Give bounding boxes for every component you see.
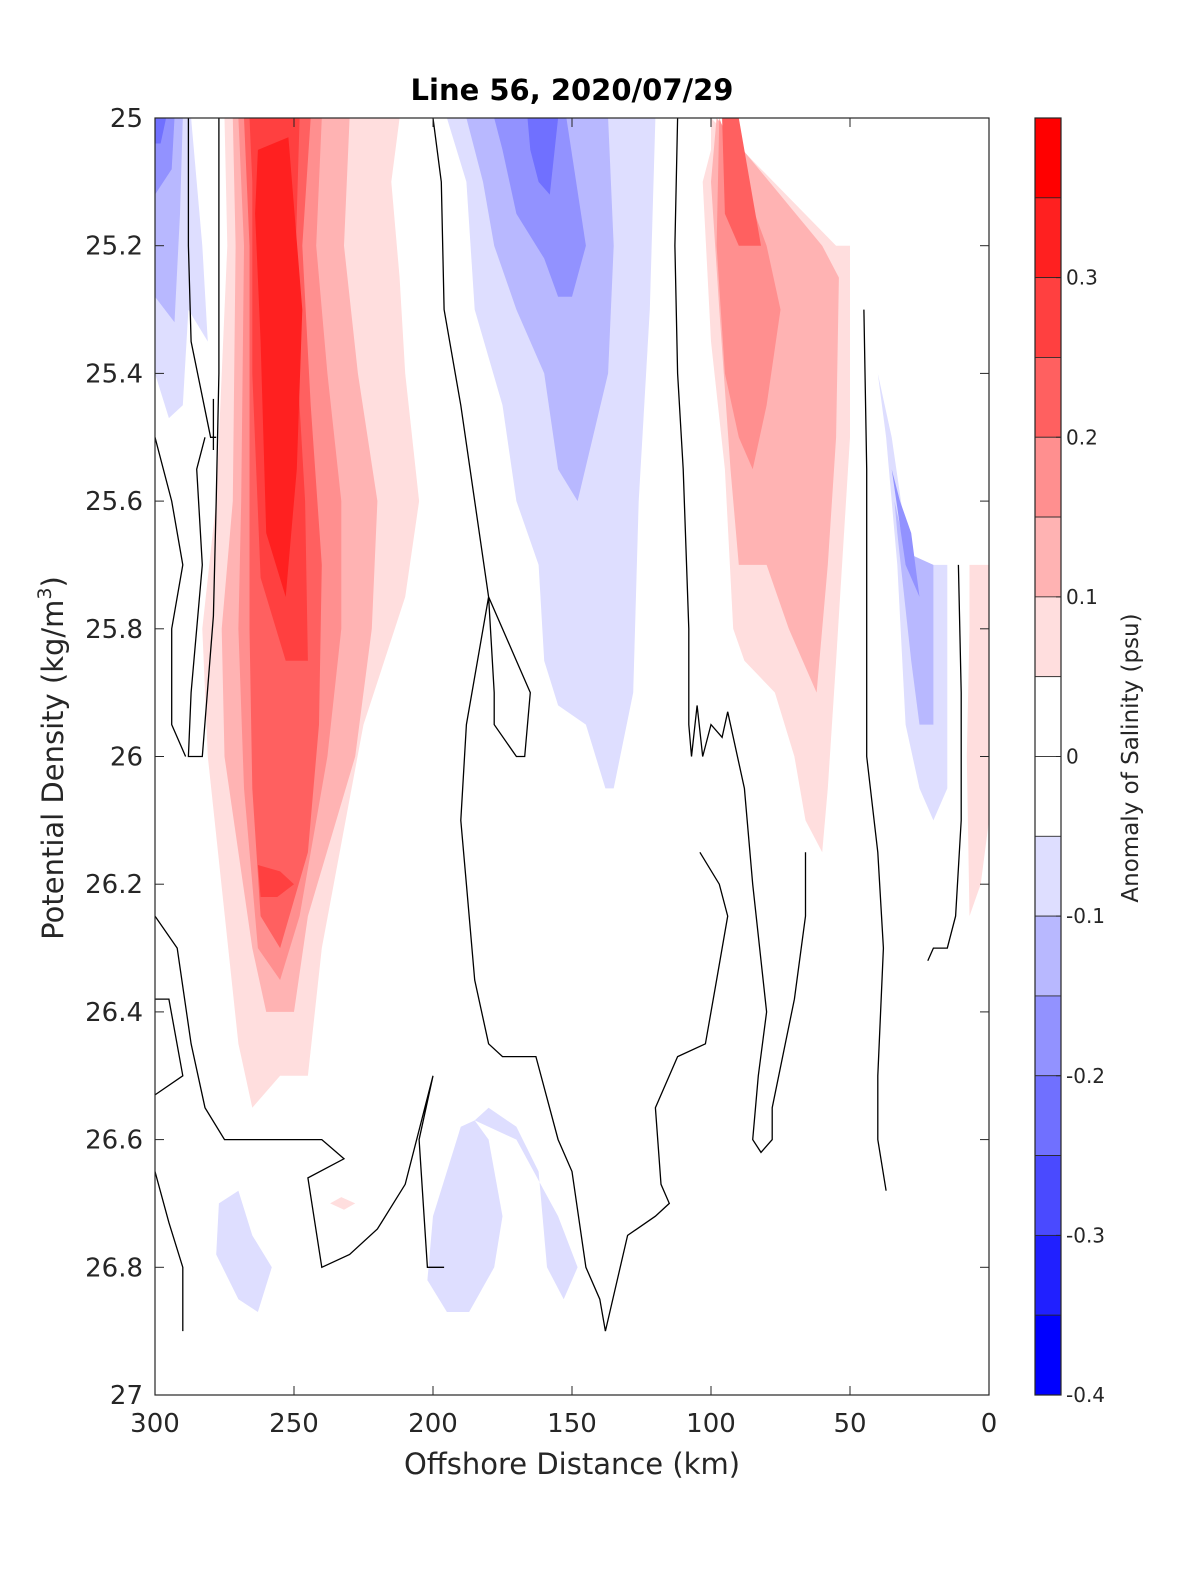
y-tick-label-0: 25	[110, 104, 143, 134]
y-axis-title-main: Potential Density (kg/m	[36, 600, 70, 940]
zero-contour-line-0	[187, 118, 217, 438]
zero-contour-line-5	[155, 998, 184, 1096]
anomaly-region-17	[427, 1120, 503, 1312]
zero-contour-layer	[155, 118, 962, 1332]
colorbar-swatch-6	[1034, 596, 1062, 678]
x-tick-label-4: 100	[686, 1409, 736, 1439]
zero-contour-line-3	[155, 437, 187, 757]
x-tick-label-2: 200	[408, 1409, 458, 1439]
colorbar-swatch-15	[1034, 1314, 1062, 1396]
colorbar-tick-label-7: -0.4	[1066, 1383, 1105, 1407]
colorbar-tick-label-3: 0	[1066, 745, 1079, 769]
colorbar-tick-label-4: -0.1	[1066, 904, 1105, 928]
anomaly-region-24	[888, 437, 934, 725]
colorbar-swatch-4	[1034, 436, 1062, 518]
zero-contour-line-11	[927, 564, 962, 962]
colorbar-swatch-5	[1034, 516, 1062, 598]
colorbar-swatch-12	[1034, 1075, 1062, 1156]
x-tick-label-5: 50	[833, 1409, 866, 1439]
colorbar-swatch-11	[1034, 995, 1062, 1077]
y-tick-label-4: 25.8	[85, 615, 143, 645]
chart-title: Line 56, 2020/07/29	[411, 73, 734, 107]
y-axis-title-superscript: 3	[34, 587, 56, 599]
colorbar-swatch-8	[1034, 756, 1062, 837]
anomaly-region-14	[494, 118, 586, 297]
contour-fill-layer	[155, 118, 989, 1312]
colorbar-swatch-7	[1034, 676, 1062, 757]
y-tick-label-6: 26.2	[85, 870, 143, 900]
y-tick-label-10: 27	[110, 1381, 143, 1411]
zero-contour-line-7	[432, 118, 607, 1332]
zero-contour-line-9	[604, 851, 729, 1332]
colorbar-swatch-9	[1034, 835, 1062, 917]
x-axis: 300 250 200 150 100 50 0	[130, 118, 997, 1439]
colorbar-tick-label-6: -0.3	[1066, 1223, 1105, 1247]
anomaly-region-18	[216, 1190, 272, 1312]
x-axis-title: Offshore Distance (km)	[404, 1447, 740, 1481]
x-tick-label-6: 0	[981, 1409, 998, 1439]
colorbar-swatch-2	[1034, 277, 1062, 358]
colorbar-tick-label-1: 0.2	[1066, 425, 1098, 449]
colorbar-swatch-13	[1034, 1155, 1062, 1236]
anomaly-region-6	[257, 865, 294, 897]
zero-contour-line-8	[674, 118, 807, 1154]
y-tick-label-3: 25.6	[85, 487, 143, 517]
colorbar-swatch-0	[1034, 117, 1062, 199]
anomaly-region-22	[722, 118, 761, 246]
zero-contour-line-6	[155, 1171, 184, 1332]
y-tick-label-9: 26.8	[85, 1253, 143, 1283]
colorbar-swatch-1	[1034, 197, 1062, 279]
colorbar-tick-label-5: -0.2	[1066, 1064, 1105, 1088]
anomaly-region-26	[966, 564, 989, 917]
colorbar-ticks: 0.3 0.2 0.1 0 -0.1 -0.2 -0.3 -0.4	[1056, 266, 1105, 1407]
colorbar-tick-label-2: 0.1	[1066, 585, 1098, 609]
colorbar-swatch-10	[1034, 915, 1062, 997]
x-tick-label-0: 300	[130, 1409, 180, 1439]
anomaly-region-11	[155, 118, 167, 144]
anomaly-region-7	[330, 1197, 356, 1210]
y-tick-label-7: 26.4	[85, 998, 143, 1028]
x-tick-label-1: 250	[269, 1409, 319, 1439]
y-axis-title-close: )	[36, 576, 70, 587]
y-axis: 25 25.2 25.4 25.6 25.8 26 26.2 26.4 26.6 26.8 27	[85, 104, 989, 1411]
y-tick-label-8: 26.6	[85, 1126, 143, 1156]
zero-contour-line-10	[863, 309, 887, 1191]
anomaly-region-16	[474, 1107, 578, 1300]
zero-contour-line-2	[187, 118, 220, 758]
colorbar-swatch-14	[1034, 1234, 1062, 1316]
y-tick-label-2: 25.4	[85, 359, 143, 389]
colorbar-tick-label-0: 0.3	[1066, 266, 1098, 290]
zero-contour-line-4	[155, 915, 445, 1269]
anomaly-region-15	[527, 118, 559, 195]
colorbar	[1034, 117, 1062, 1396]
colorbar-swatch-3	[1034, 357, 1062, 438]
anomaly-region-5	[255, 137, 303, 597]
colorbar-title: Anomaly of Salinity (psu)	[1118, 613, 1144, 902]
y-axis-title: Potential Density (kg/m3)	[34, 576, 70, 940]
x-tick-label-3: 150	[547, 1409, 597, 1439]
y-tick-label-1: 25.2	[85, 232, 143, 262]
anomaly-region-25	[891, 469, 920, 597]
y-tick-label-5: 26	[110, 743, 143, 773]
